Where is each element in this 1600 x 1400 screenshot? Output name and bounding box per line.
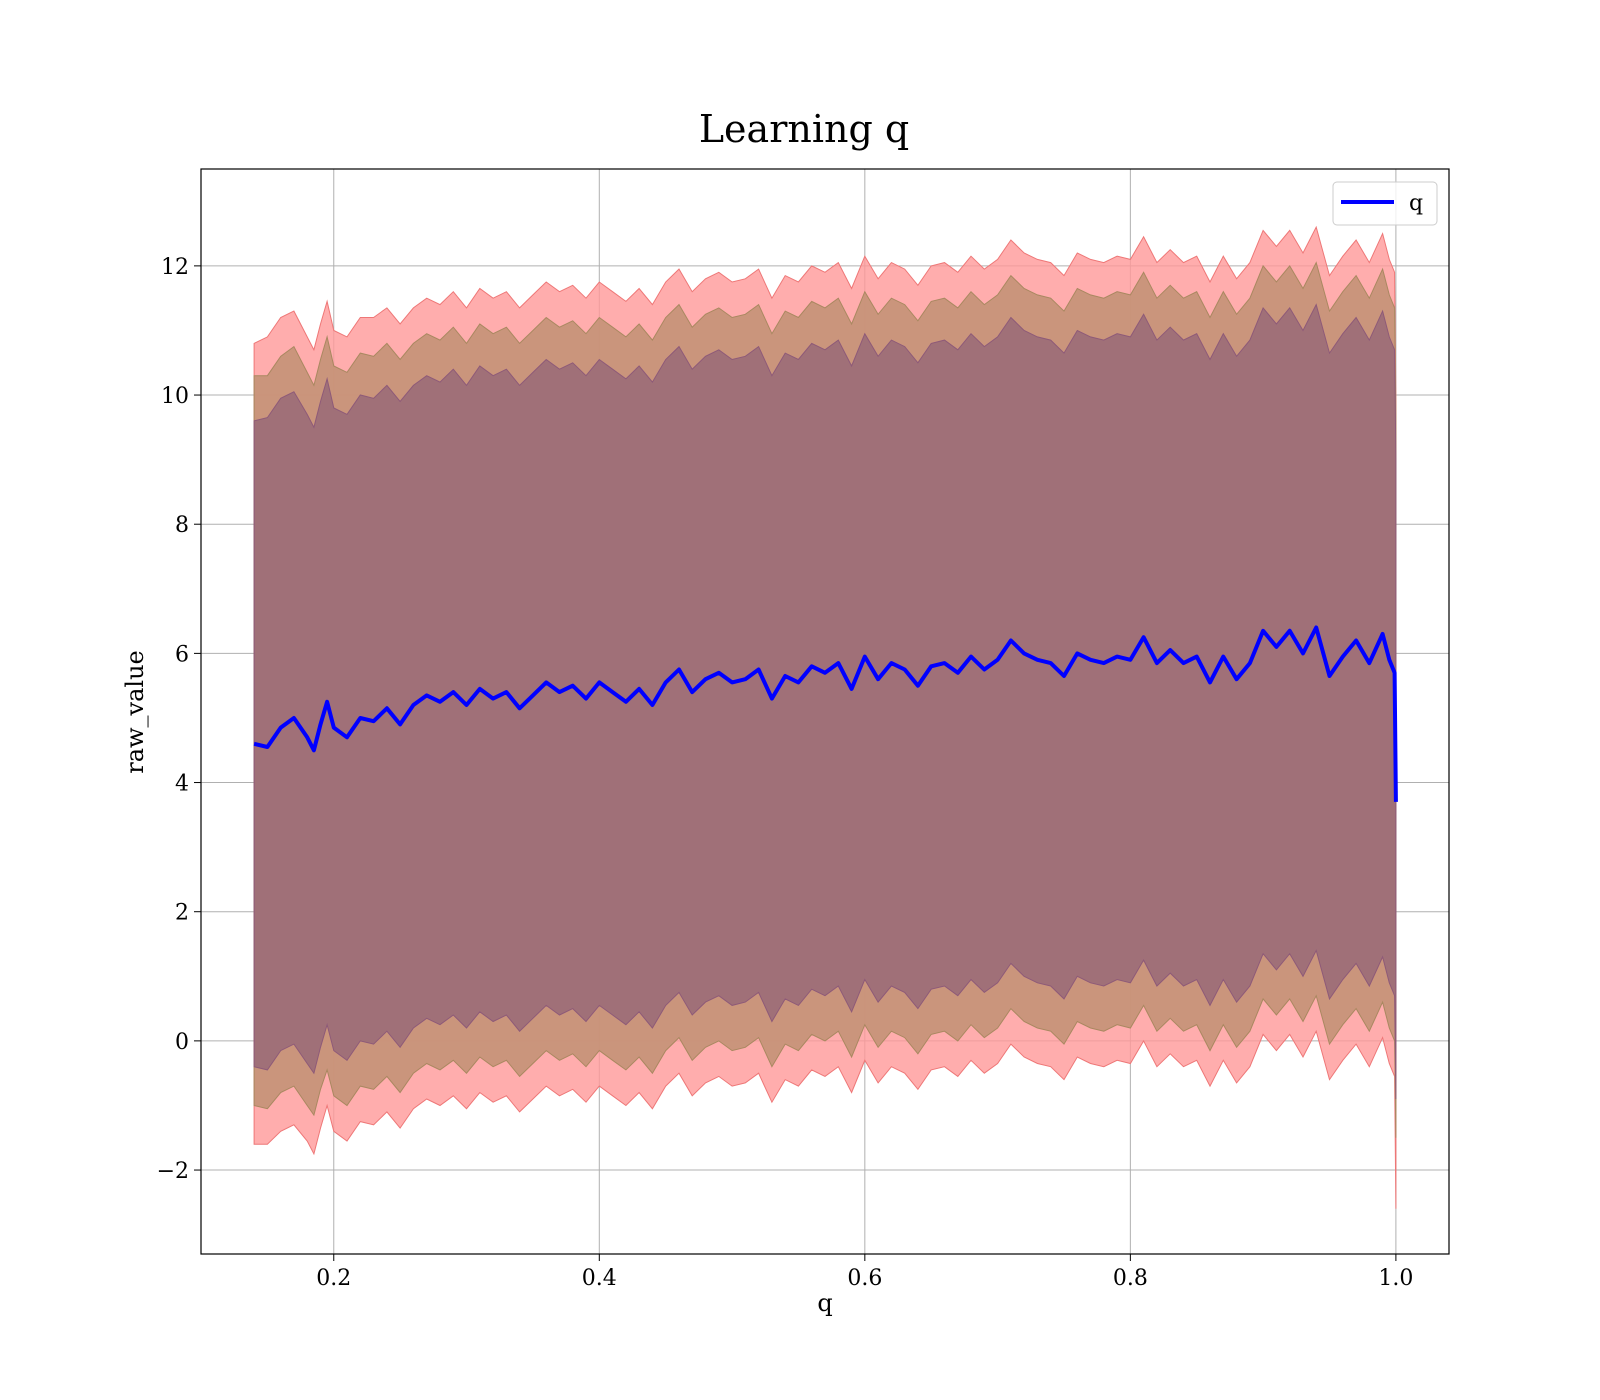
y-tick-label: 8	[175, 513, 189, 538]
bands	[253, 225, 1397, 1209]
y-tick-label: 12	[161, 255, 189, 280]
ticks: 0.2 0.4 0.6 0.8 1.0 −2 0 2 4 6 8 10 12	[157, 255, 1414, 1291]
x-tick-label: 0.4	[582, 1266, 617, 1291]
series-band-inner	[253, 303, 1397, 1100]
x-tick-label: 0.8	[1113, 1266, 1148, 1291]
plot-frame	[200, 168, 1450, 1255]
y-tick-label: 6	[175, 642, 189, 667]
x-tick-label: 0.2	[316, 1266, 351, 1291]
y-tick-label: 0	[175, 1030, 189, 1055]
series-lines	[253, 625, 1398, 802]
y-axis-label: raw_value	[121, 650, 149, 774]
y-tick-label: −2	[157, 1159, 189, 1184]
series-line-q	[253, 625, 1398, 802]
chart-title: Learning q	[699, 107, 909, 151]
y-tick-label: 10	[161, 384, 189, 409]
legend: q	[1332, 181, 1438, 226]
x-axis-label: q	[817, 1289, 832, 1317]
y-tick-label: 4	[175, 772, 189, 797]
x-tick-label: 0.6	[847, 1266, 882, 1291]
legend-entry-q: q	[1409, 191, 1423, 216]
y-tick-label: 2	[175, 901, 189, 926]
x-tick-label: 1.0	[1378, 1266, 1413, 1291]
